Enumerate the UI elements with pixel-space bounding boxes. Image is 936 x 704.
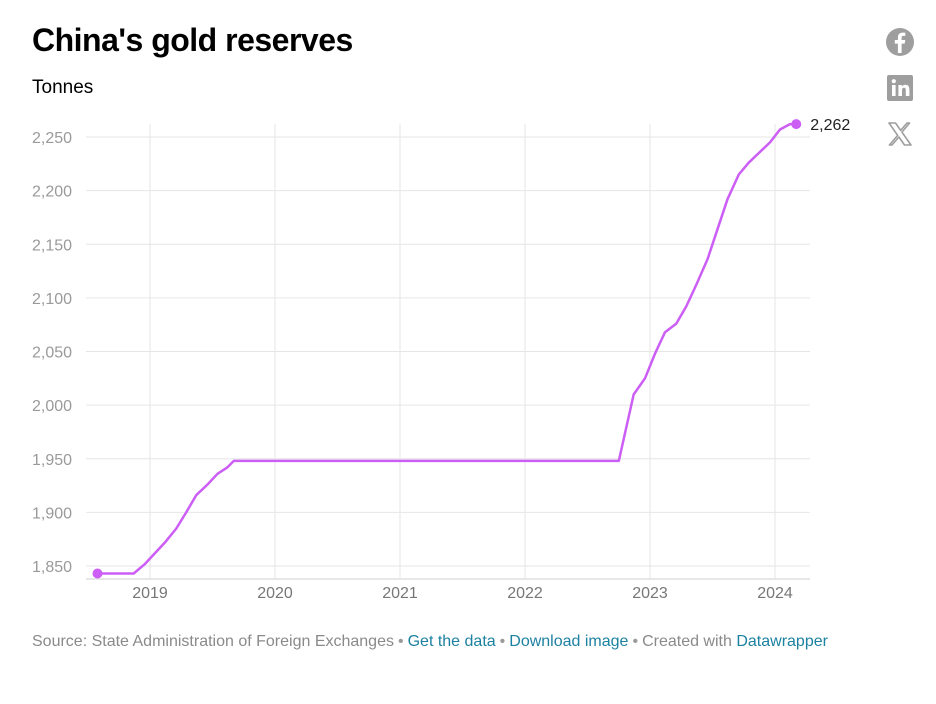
linkedin-icon[interactable] xyxy=(884,72,916,104)
start-point xyxy=(92,568,103,579)
end-point xyxy=(791,119,802,130)
x-gridlines xyxy=(149,124,776,579)
x-axis-labels: 2019 2020 2021 2022 2023 2024 xyxy=(132,585,793,602)
y-gridlines xyxy=(86,136,810,580)
download-image-link[interactable]: Download image xyxy=(509,633,629,650)
y-tick-label: 1,950 xyxy=(32,452,72,469)
chart-subtitle: Tonnes xyxy=(32,77,94,98)
x-tick-label: 2020 xyxy=(257,585,293,602)
chart-title: China's gold reserves xyxy=(32,22,353,58)
series-line xyxy=(96,122,798,575)
footer-source: Source: State Administration of Foreign … xyxy=(32,633,394,650)
x-tick-label: 2022 xyxy=(507,585,543,602)
x-tick-label: 2024 xyxy=(757,585,793,602)
y-tick-label: 2,050 xyxy=(32,345,72,362)
series-group: 2,262 xyxy=(92,117,850,579)
x-tick-label: 2023 xyxy=(632,585,668,602)
y-tick-label: 2,100 xyxy=(32,291,72,308)
y-tick-label: 1,900 xyxy=(32,505,72,522)
footer-separator: • xyxy=(397,633,404,650)
get-the-data-link[interactable]: Get the data xyxy=(407,633,496,650)
footer-created-with: Created with xyxy=(642,633,732,650)
y-tick-label: 1,850 xyxy=(32,559,72,576)
x-tick-label: 2021 xyxy=(382,585,418,602)
footer-separator: • xyxy=(632,633,639,650)
footer-separator: • xyxy=(499,633,506,650)
y-axis-labels: 1,850 1,900 1,950 2,000 2,050 2,100 2,150 2,200… xyxy=(32,130,72,576)
y-tick-label: 2,200 xyxy=(32,184,72,201)
x-icon[interactable] xyxy=(884,118,916,150)
x-tick-label: 2019 xyxy=(132,585,168,602)
y-tick-label: 2,150 xyxy=(32,237,72,254)
datawrapper-link[interactable]: Datawrapper xyxy=(736,633,828,650)
y-tick-label: 2,000 xyxy=(32,398,72,415)
footer: Source: State Administration of Foreign … xyxy=(32,633,828,651)
end-value-label: 2,262 xyxy=(810,117,850,134)
facebook-icon[interactable] xyxy=(884,26,916,58)
line-chart: 1,850 1,900 1,950 2,000 2,050 2,100 2,150 2,200… xyxy=(32,117,850,602)
y-tick-label: 2,250 xyxy=(32,130,72,147)
